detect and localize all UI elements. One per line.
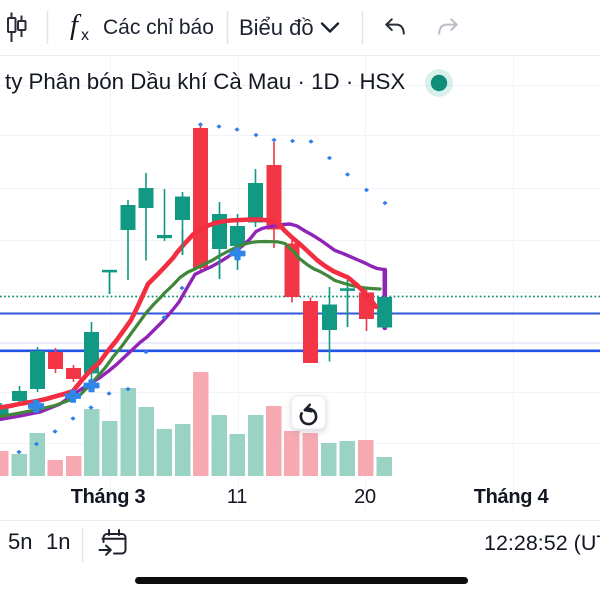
svg-text:x: x <box>81 27 89 44</box>
